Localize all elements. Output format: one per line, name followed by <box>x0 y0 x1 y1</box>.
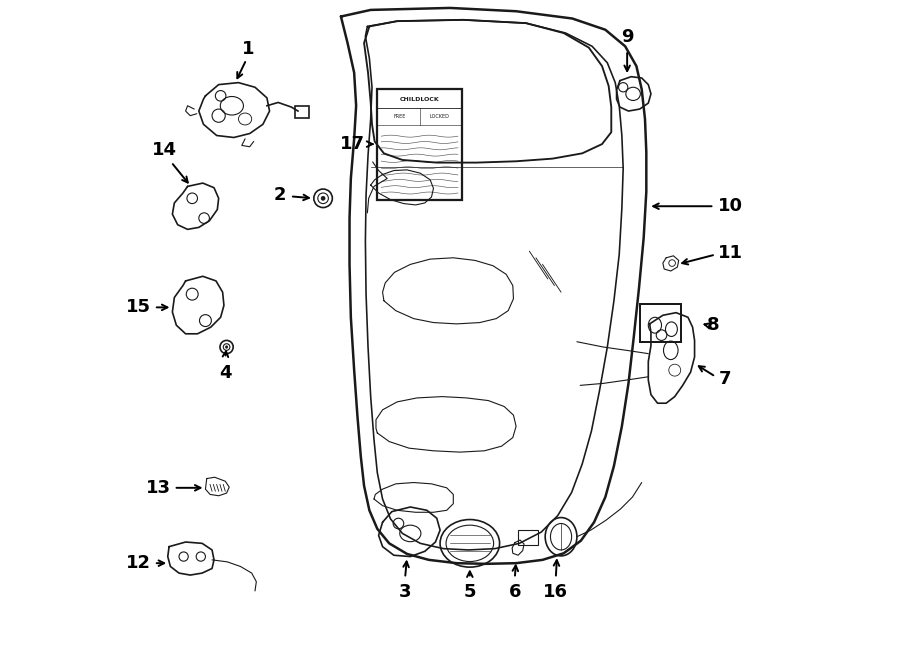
Text: 10: 10 <box>718 197 743 215</box>
Text: 6: 6 <box>508 583 521 601</box>
Text: 11: 11 <box>718 243 743 262</box>
Text: 1: 1 <box>242 40 255 58</box>
Text: 3: 3 <box>399 583 411 601</box>
Text: LOCKED: LOCKED <box>429 114 449 120</box>
Circle shape <box>225 346 228 348</box>
Bar <box>641 304 681 342</box>
Text: 9: 9 <box>621 28 634 46</box>
Text: 15: 15 <box>126 298 151 317</box>
Circle shape <box>321 196 325 200</box>
Text: 14: 14 <box>152 141 177 159</box>
Bar <box>377 89 462 200</box>
Text: FREE: FREE <box>394 114 406 120</box>
Text: 8: 8 <box>706 316 719 334</box>
Bar <box>294 106 310 118</box>
Text: 13: 13 <box>146 479 171 497</box>
Text: 7: 7 <box>718 370 731 389</box>
Bar <box>518 530 538 545</box>
Text: 4: 4 <box>219 364 231 381</box>
Text: 2: 2 <box>274 186 286 204</box>
Text: 12: 12 <box>126 554 151 572</box>
Text: CHILDLOCK: CHILDLOCK <box>400 97 439 102</box>
Text: 16: 16 <box>544 583 568 601</box>
Text: 17: 17 <box>340 135 365 153</box>
Text: 5: 5 <box>464 583 476 601</box>
